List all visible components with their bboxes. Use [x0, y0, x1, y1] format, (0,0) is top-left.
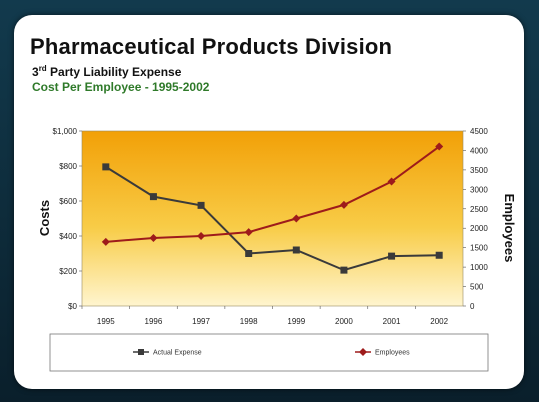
x-tick-label: 1997	[192, 317, 210, 326]
legend-label: Actual Expense	[153, 350, 202, 357]
y2-tick-label: 1500	[470, 244, 488, 253]
series-line-1	[105, 166, 440, 272]
data-point-marker	[149, 233, 158, 242]
y2-tick-label: 3000	[470, 185, 488, 194]
data-point-marker	[245, 250, 253, 257]
data-point-marker	[292, 214, 301, 223]
y-axis-title: Costs	[37, 200, 52, 236]
y2-tick-label: 4000	[470, 146, 488, 155]
y2-tick-label: 2500	[470, 205, 488, 214]
y-tick-label: $800	[59, 162, 77, 171]
data-point-marker	[149, 193, 157, 201]
data-point-marker	[102, 163, 110, 171]
x-tick-label: 2002	[430, 317, 448, 326]
y2-tick-label: 3500	[470, 166, 488, 175]
data-point-marker	[340, 266, 348, 274]
x-tick-label: 2000	[335, 317, 353, 326]
x-tick-label: 1998	[240, 317, 258, 326]
y-tick-label: $400	[59, 232, 77, 241]
data-point-marker	[197, 201, 205, 209]
subtitle-text: Party Liability Expense	[46, 65, 182, 79]
x-tick-label: 1996	[145, 317, 163, 326]
data-point-marker	[339, 200, 348, 209]
slide-title: Pharmaceutical Products Division	[30, 34, 393, 59]
series-line-2	[105, 145, 440, 243]
data-point-marker	[197, 232, 206, 240]
data-point-marker	[101, 237, 110, 246]
data-point-marker	[244, 228, 253, 237]
legend-label: Employees	[375, 350, 410, 357]
y2-tick-label: 500	[470, 283, 484, 292]
legend-box	[49, 333, 489, 372]
y2-tick-label: 0	[470, 302, 475, 311]
y2-tick-label: 1000	[470, 263, 488, 272]
y-tick-label: $200	[59, 267, 77, 276]
y2-tick-label: 2000	[470, 224, 488, 233]
x-tick-label: 2001	[383, 317, 401, 326]
plot-area	[81, 130, 464, 307]
subtitle-ordinal: 3	[32, 65, 39, 79]
data-point-marker	[387, 177, 396, 186]
subtitle-ordinal-suffix: rd	[38, 64, 47, 73]
y2-axis-title: Employees	[502, 194, 517, 263]
data-point-marker	[292, 246, 300, 254]
slide-subtitle: 3rd Party Liability Expense	[32, 64, 181, 79]
y2-tick-label: 4500	[470, 127, 488, 136]
data-point-marker	[435, 251, 443, 259]
y-tick-label: $1,000	[53, 127, 78, 136]
y-tick-label: $600	[59, 197, 77, 206]
x-tick-label: 1995	[97, 317, 115, 326]
legend-swatch-marker	[138, 349, 144, 355]
x-tick-label: 1999	[287, 317, 305, 326]
data-point-marker	[388, 252, 396, 260]
slide-subtitle-secondary: Cost Per Employee - 1995-2002	[32, 80, 210, 94]
data-point-marker	[435, 142, 444, 151]
y-tick-label: $0	[68, 302, 77, 311]
legend-swatch-marker	[359, 348, 367, 356]
